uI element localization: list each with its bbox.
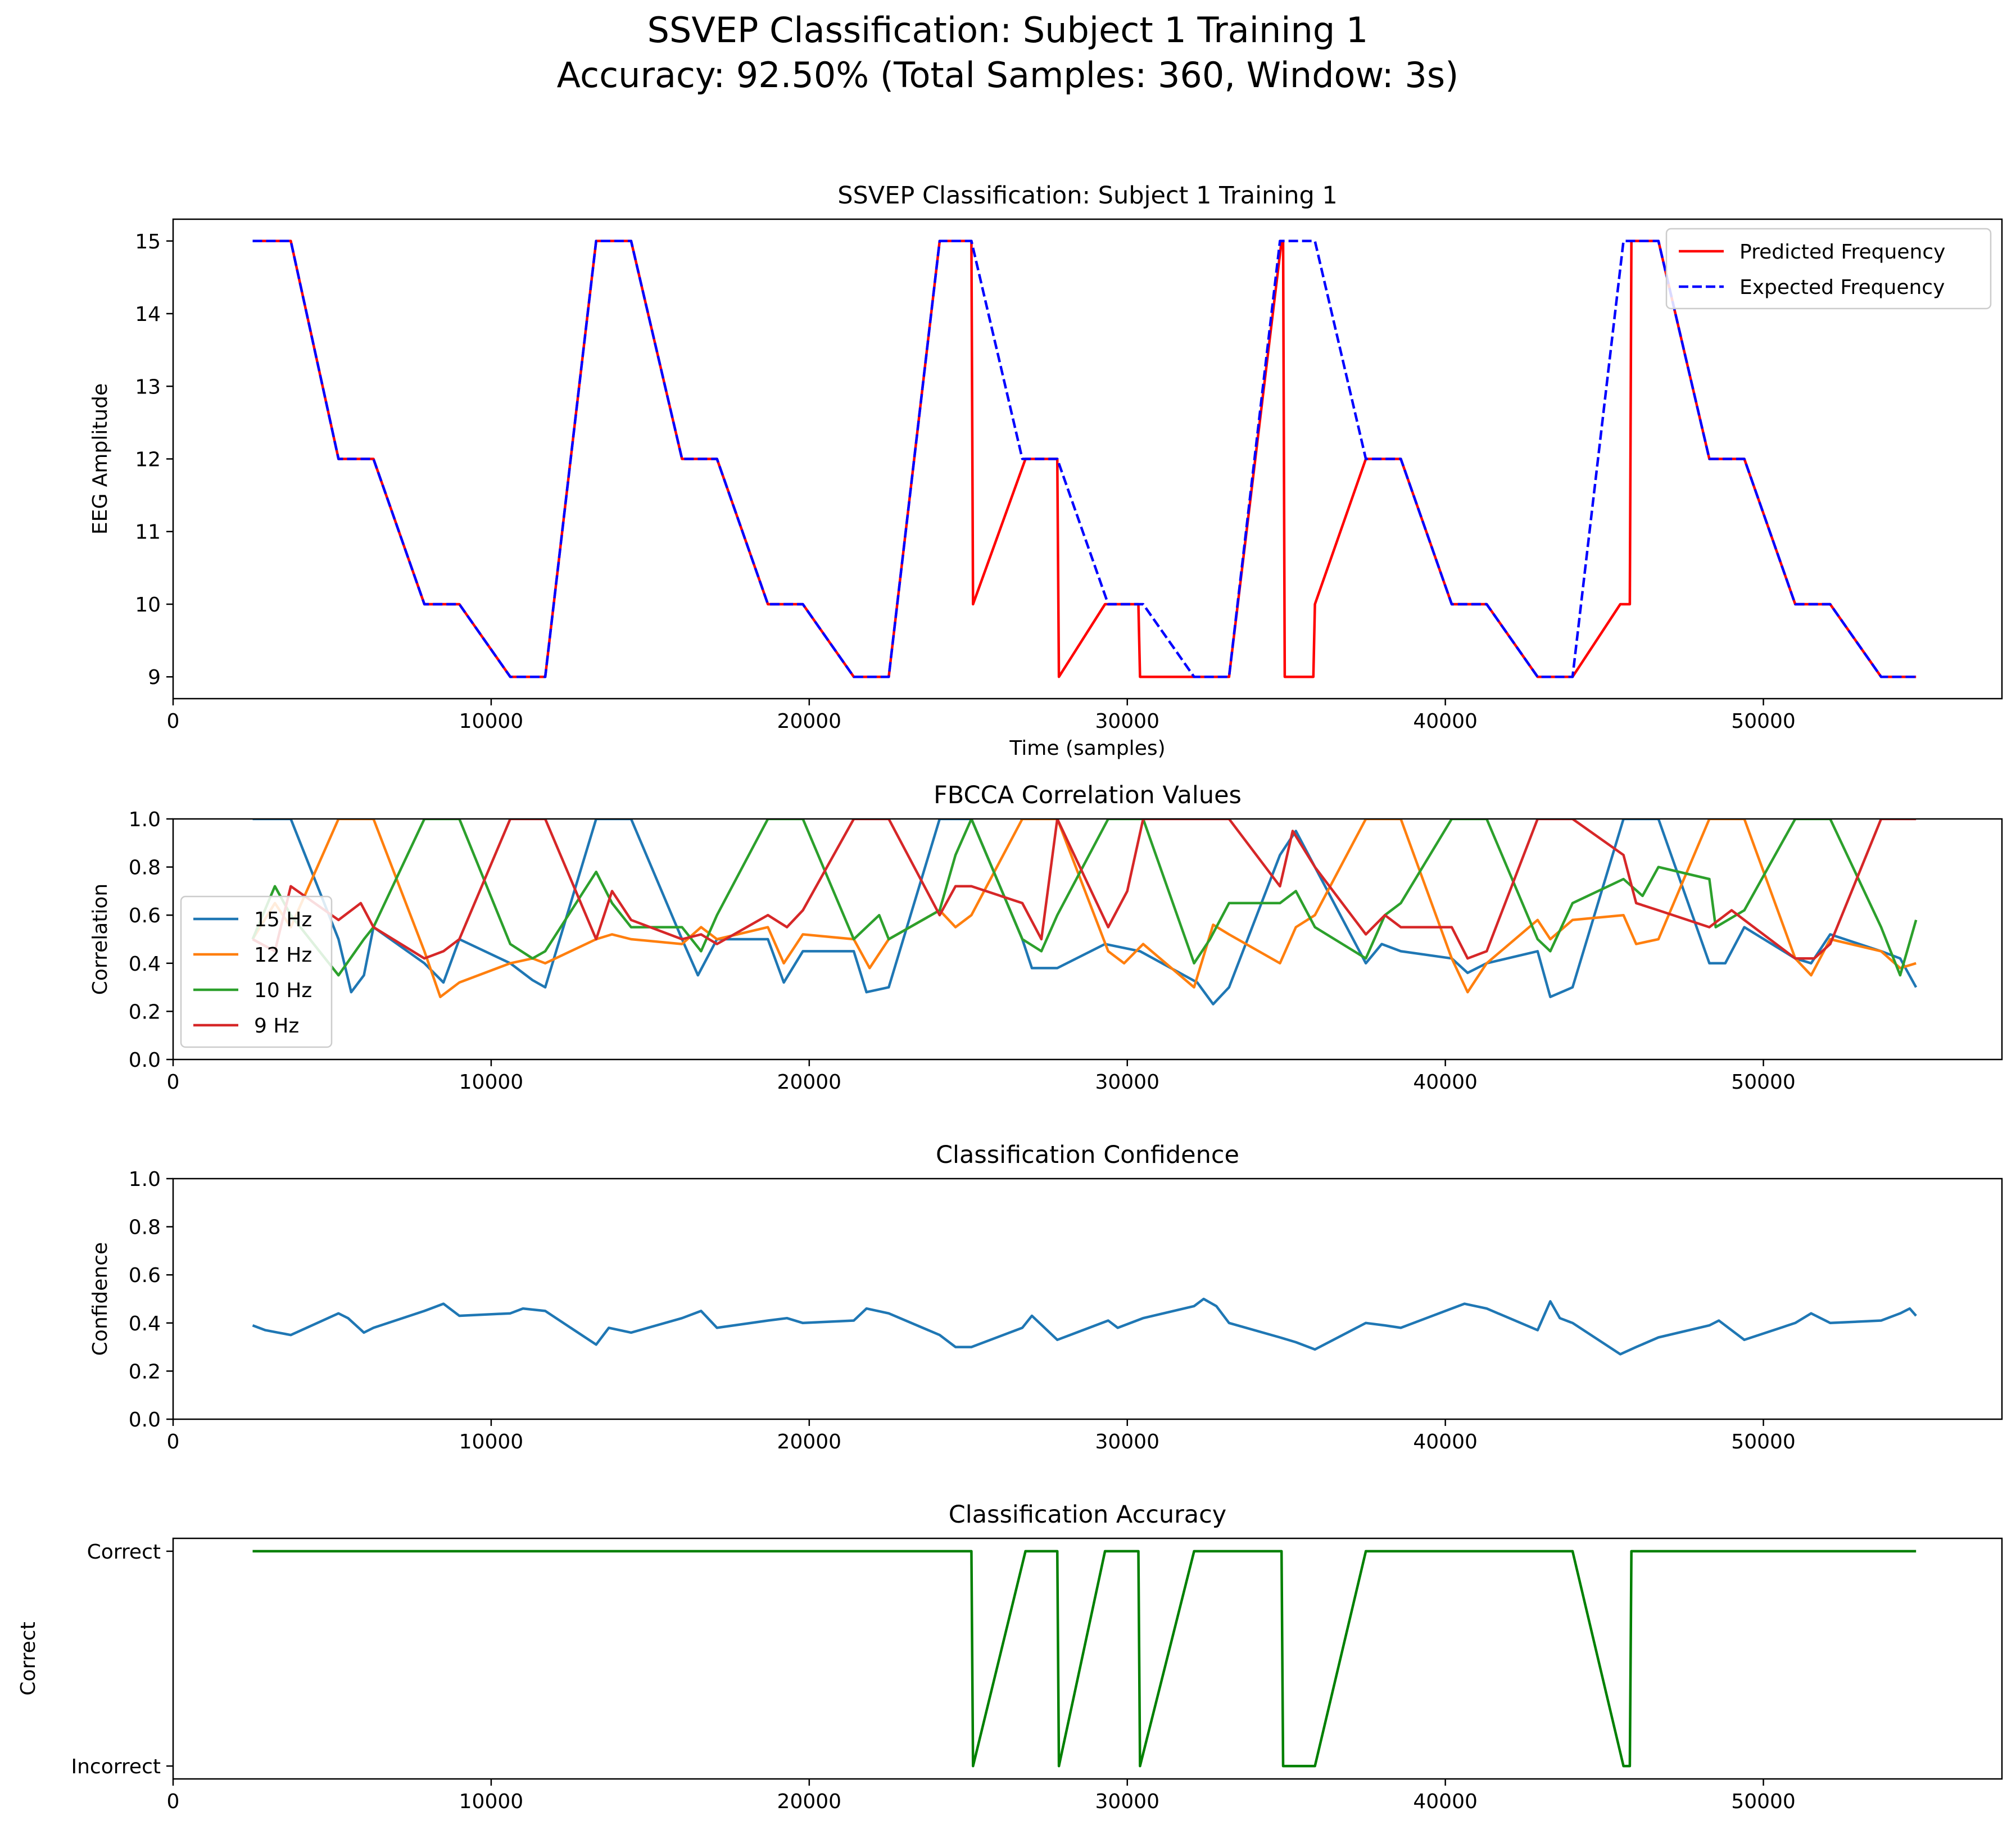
y-axis-label-corr: Correlation	[89, 884, 112, 995]
x-axis-label-freq: Time (samples)	[1009, 737, 1165, 760]
x-tick-label-freq: 50000	[1731, 710, 1796, 733]
y-tick-label-corr: 0.6	[129, 904, 161, 927]
y-tick-label-corr: 1.0	[129, 808, 161, 831]
y-tick-label-conf: 1.0	[129, 1168, 161, 1191]
legend-box-corr	[180, 895, 333, 1048]
y-tick-label-conf: 0.8	[129, 1216, 161, 1239]
y-tick-label-corr: 0.2	[129, 1000, 161, 1024]
y-tick-label-freq: 13	[135, 375, 161, 399]
legend-label-corr-2: 10 Hz	[254, 979, 312, 1002]
suptitle-line1: SSVEP Classification: Subject 1 Training…	[647, 10, 1369, 51]
x-tick-label-conf: 30000	[1095, 1430, 1159, 1453]
x-tick-label-conf: 40000	[1413, 1430, 1478, 1453]
y-tick-label-freq: 14	[135, 303, 161, 326]
y-axis-label-acc: Correct	[17, 1622, 40, 1695]
axes-frame-corr	[172, 818, 2003, 1061]
chart-conf: 0 10000 20000 30000 40000 50000 0.0 0.2 0.4 0.6 0.…	[89, 1141, 2003, 1453]
series-line-freq-1	[252, 239, 1917, 678]
chart-acc: 0 10000 20000 30000 40000 50000 Incorrect Corre…	[17, 1501, 2003, 1813]
charts-container: 0 10000 20000 30000 40000 50000 9 10 11 12 13 14 15 S…	[17, 182, 2003, 1813]
y-tick-label-conf: 0.4	[129, 1312, 161, 1335]
series-group-acc	[252, 1550, 1917, 1768]
x-tick-label-conf: 20000	[777, 1430, 842, 1453]
x-tick-label-freq: 0	[167, 710, 180, 733]
x-tick-label-conf: 0	[167, 1430, 180, 1453]
chart-corr: 0 10000 20000 30000 40000 50000 0.0 0.2 0.4 0.6 0.…	[89, 781, 2003, 1094]
suptitle-line2: Accuracy: 92.50% (Total Samples: 360, Wi…	[557, 55, 1459, 96]
chart-title-corr: FBCCA Correlation Values	[934, 781, 1242, 809]
series-line-corr-2	[251, 819, 1918, 977]
x-tick-label-corr: 20000	[777, 1071, 842, 1094]
legend-label-freq-0: Predicted Frequency	[1739, 241, 1945, 264]
x-tick-label-corr: 30000	[1095, 1071, 1159, 1094]
y-axis-label-freq: EEG Amplitude	[89, 383, 112, 535]
legend-label-corr-3: 9 Hz	[254, 1015, 299, 1038]
y-tick-label-freq: 15	[135, 230, 161, 253]
axes-frame-conf	[172, 1178, 2003, 1420]
x-tick-label-acc: 30000	[1095, 1790, 1159, 1813]
y-tick-label-corr: 0.8	[129, 857, 161, 880]
y-axis-label-conf: Confidence	[89, 1242, 112, 1356]
y-tick-label-freq: 12	[135, 449, 161, 472]
y-tick-label-conf: 0.6	[129, 1264, 161, 1287]
chart-freq: 0 10000 20000 30000 40000 50000 9 10 11 12 13 14 15 S…	[89, 182, 2003, 760]
x-tick-label-conf: 50000	[1731, 1430, 1796, 1453]
legend-freq: Predicted Frequency Expected Frequency	[1665, 228, 1992, 310]
chart-title-conf: Classification Confidence	[936, 1141, 1239, 1169]
series-line-corr-3	[252, 819, 1917, 960]
y-tick-label-corr: 0.0	[129, 1049, 161, 1072]
x-tick-label-acc: 0	[167, 1790, 180, 1813]
x-tick-label-corr: 0	[167, 1071, 180, 1094]
chart-title-acc: Classification Accuracy	[949, 1501, 1227, 1529]
legend-box-freq	[1665, 228, 1992, 310]
x-tick-label-freq: 10000	[459, 710, 524, 733]
legend-label-freq-1: Expected Frequency	[1739, 276, 1945, 299]
x-tick-label-conf: 10000	[459, 1430, 524, 1453]
x-tick-label-corr: 50000	[1731, 1071, 1796, 1094]
x-tick-label-freq: 20000	[777, 710, 842, 733]
y-tick-label-freq: 9	[148, 666, 161, 689]
series-line-acc-0	[252, 1550, 1917, 1768]
series-group-conf	[252, 1297, 1917, 1356]
x-tick-label-corr: 40000	[1413, 1071, 1478, 1094]
x-tick-label-corr: 10000	[459, 1071, 524, 1094]
y-tick-label-freq: 11	[135, 521, 161, 544]
y-tick-label-freq: 10	[135, 594, 161, 617]
x-tick-label-acc: 50000	[1731, 1790, 1796, 1813]
y-tick-label-conf: 0.2	[129, 1360, 161, 1383]
legend-corr: 15 Hz 12 Hz 10 Hz 9 Hz	[180, 895, 333, 1048]
y-tick-label-acc: Correct	[87, 1541, 161, 1564]
series-group-freq	[252, 239, 1917, 678]
series-line-corr-1	[251, 819, 1917, 998]
legend-label-corr-1: 12 Hz	[254, 944, 312, 967]
chart-title-freq: SSVEP Classification: Subject 1 Training…	[837, 182, 1338, 210]
series-line-corr-0	[252, 819, 1918, 1006]
y-tick-label-acc: Incorrect	[71, 1755, 161, 1778]
series-group-corr	[251, 819, 1918, 1006]
y-tick-label-corr: 0.4	[129, 953, 161, 976]
legend-label-corr-0: 15 Hz	[254, 908, 312, 931]
x-tick-label-freq: 40000	[1413, 710, 1478, 733]
x-tick-label-freq: 30000	[1095, 710, 1159, 733]
x-tick-label-acc: 10000	[459, 1790, 524, 1813]
x-tick-label-acc: 20000	[777, 1790, 842, 1813]
x-tick-label-acc: 40000	[1413, 1790, 1478, 1813]
axes-frame-acc	[172, 1537, 2003, 1780]
y-tick-label-conf: 0.0	[129, 1409, 161, 1432]
series-line-conf-0	[252, 1297, 1917, 1356]
